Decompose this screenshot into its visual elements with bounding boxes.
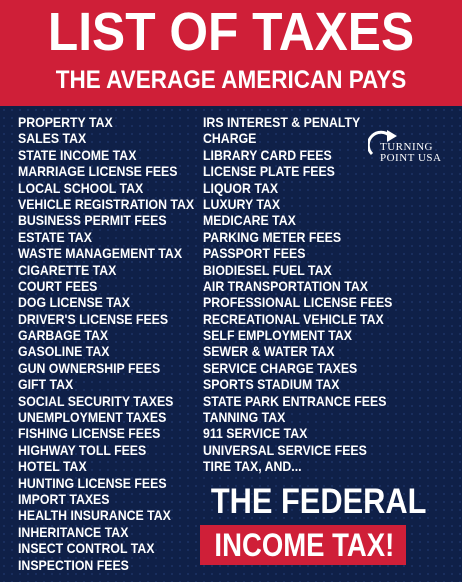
tax-item: HIGHWAY TOLL FEES xyxy=(18,441,147,458)
tax-item: HOTEL TAX xyxy=(18,458,87,475)
tax-item: GUN OWNERSHIP FEES xyxy=(18,359,161,376)
tax-item: DRIVER'S LICENSE FEES xyxy=(18,310,169,327)
tax-item: PARKING METER FEES xyxy=(203,228,342,245)
tax-item: STATE PARK ENTRANCE FEES xyxy=(203,392,387,409)
tax-item: CHARGE xyxy=(203,130,257,147)
tax-item: GARBAGE TAX xyxy=(18,327,109,344)
tax-item: MARRIAGE LICENSE FEES xyxy=(18,163,178,180)
tax-item: LUXURY TAX xyxy=(203,195,281,212)
tax-item: 911 SERVICE TAX xyxy=(203,425,308,442)
tax-item: RECREATIONAL VEHICLE TAX xyxy=(203,310,384,327)
tax-item: LOCAL SCHOOL TAX xyxy=(18,179,144,196)
tax-item: BUSINESS PERMIT FEES xyxy=(18,212,167,229)
tax-item: DOG LICENSE TAX xyxy=(18,294,131,311)
page-title: LIST OF TAXES xyxy=(47,2,415,62)
tax-item: IMPORT TAXES xyxy=(18,490,110,507)
tax-item: GIFT TAX xyxy=(18,376,74,393)
tax-item: INHERITANCE TAX xyxy=(18,523,129,540)
tax-item: ESTATE TAX xyxy=(18,228,92,245)
tax-item: LICENSE PLATE FEES xyxy=(203,163,335,180)
tax-item: SEWER & WATER TAX xyxy=(203,343,335,360)
tax-item: IRS INTEREST & PENALTY xyxy=(203,114,361,130)
tax-item: SOCIAL SECURITY TAXES xyxy=(18,392,174,409)
tax-item: UNEMPLOYMENT TAXES xyxy=(18,409,167,426)
tax-item: BIODIESEL FUEL TAX xyxy=(203,261,332,278)
tax-item: LIBRARY CARD FEES xyxy=(203,146,332,163)
tax-item: SELF EMPLOYMENT TAX xyxy=(203,327,352,344)
tax-item: TANNING TAX xyxy=(203,409,286,426)
page-subtitle: THE AVERAGE AMERICAN PAYS xyxy=(55,66,407,94)
income-tax-box: INCOME TAX! xyxy=(200,525,406,565)
tax-item: FISHING LICENSE FEES xyxy=(18,425,161,442)
tax-item: HUNTING LICENSE FEES xyxy=(18,474,167,491)
turning-point-logo: TURNING POINT USA xyxy=(362,128,458,176)
tax-item: TIRE TAX, AND... xyxy=(203,458,302,475)
tax-item: WASTE MANAGEMENT TAX xyxy=(18,245,183,262)
income-tax-text: INCOME TAX! xyxy=(214,527,395,563)
tax-item: PROPERTY TAX xyxy=(18,114,113,130)
tax-item: HEALTH INSURANCE TAX xyxy=(18,507,171,524)
right-tax-list: IRS INTEREST & PENALTY CHARGE LIBRARY CARD… xyxy=(203,114,418,475)
tax-item: PROFESSIONAL LICENSE FEES xyxy=(203,294,393,311)
content-background xyxy=(0,106,462,582)
tax-item: PASSPORT FEES xyxy=(203,245,306,262)
logo-line-2: POINT USA xyxy=(380,152,442,164)
tax-item: SERVICE CHARGE TAXES xyxy=(203,359,358,376)
tax-item: LIQUOR TAX xyxy=(203,179,279,196)
tax-item: SALES TAX xyxy=(18,130,87,147)
tax-item: SPORTS STADIUM TAX xyxy=(203,376,340,393)
logo-text: TURNING POINT USA xyxy=(380,142,441,164)
tax-item: STATE INCOME TAX xyxy=(18,146,137,163)
tax-item: INSPECTION FEES xyxy=(18,556,129,573)
tax-item: MEDICARE TAX xyxy=(203,212,296,229)
logo-line-1: TURNING xyxy=(380,141,433,153)
tax-item: INSECT CONTROL TAX xyxy=(18,540,155,557)
tax-item: COURT FEES xyxy=(18,277,98,294)
tax-item: GASOLINE TAX xyxy=(18,343,110,360)
tax-item: UNIVERSAL SERVICE FEES xyxy=(203,441,367,458)
tax-item: VEHICLE REGISTRATION TAX xyxy=(18,195,195,212)
tax-item: CIGARETTE TAX xyxy=(18,261,117,278)
header-banner: LIST OF TAXES THE AVERAGE AMERICAN PAYS xyxy=(0,0,462,106)
federal-heading: THE FEDERAL xyxy=(210,482,427,521)
turning-arrow-icon xyxy=(368,130,397,156)
tax-item: AIR TRANSPORTATION TAX xyxy=(203,277,368,294)
left-tax-list: PROPERTY TAX SALES TAX STATE INCOME TAX MAR… xyxy=(18,114,218,573)
